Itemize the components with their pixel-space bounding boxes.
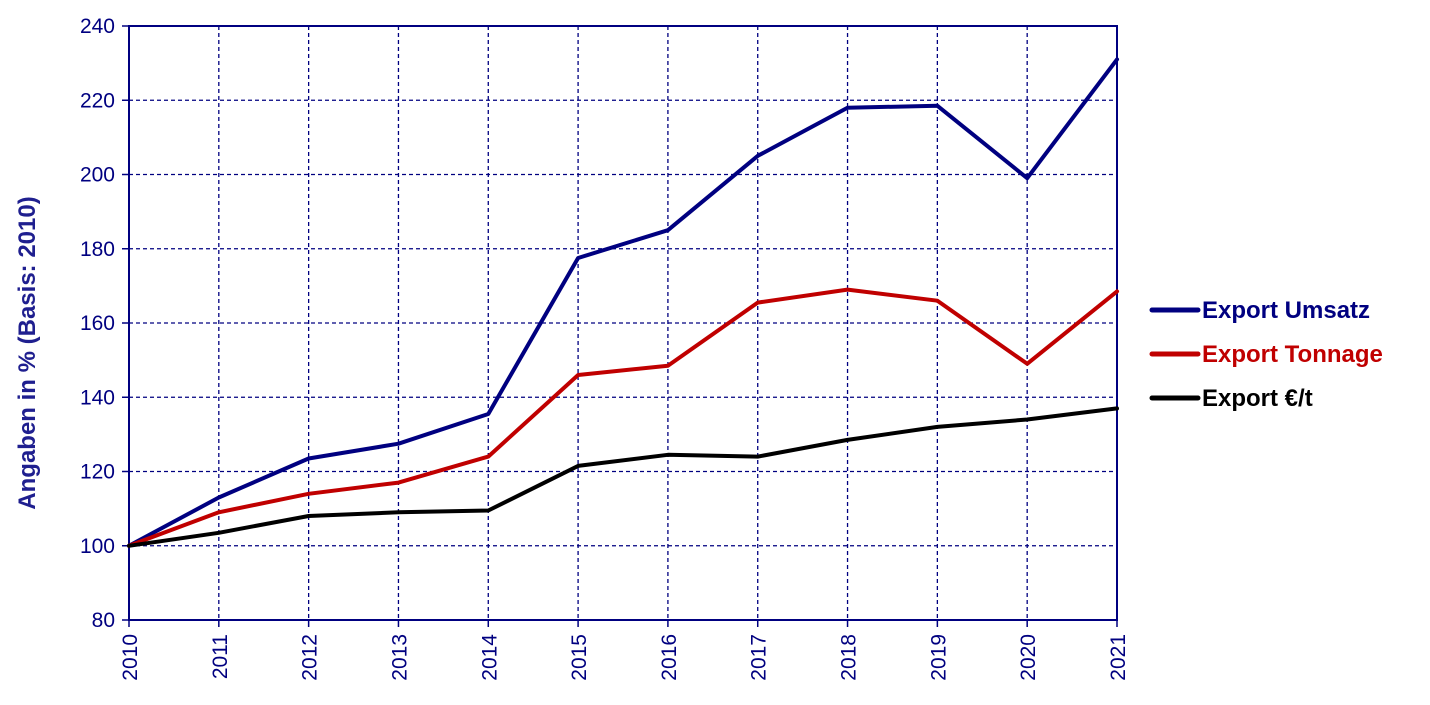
x-tick-label: 2010 (119, 634, 142, 681)
y-tick-label: 200 (80, 164, 115, 187)
x-tick-label: 2018 (838, 634, 861, 681)
legend-label: Export €/t (1202, 385, 1313, 412)
x-tick-label: 2021 (1107, 634, 1130, 681)
y-tick-label: 140 (80, 386, 115, 409)
x-tick-label: 2016 (658, 634, 681, 681)
x-tick-label: 2015 (568, 634, 591, 681)
x-tick-label: 2011 (209, 634, 232, 679)
x-tick-label: 2014 (478, 634, 501, 681)
y-axis-ticks: 80 100 120 140 160 180 200 220 240 (80, 15, 129, 632)
legend-label: Export Umsatz (1202, 297, 1370, 324)
x-tick-label: 2017 (748, 634, 771, 681)
legend: Export Umsatz Export Tonnage Export €/t (1149, 297, 1383, 412)
y-tick-label: 160 (80, 312, 115, 335)
x-tick-label: 2012 (299, 634, 322, 681)
y-tick-label: 180 (80, 238, 115, 261)
y-tick-label: 100 (80, 535, 115, 558)
gridlines (129, 26, 1117, 620)
series-line-3 (127, 406, 1119, 548)
x-axis-ticks: 2010 2011 2012 2013 2014 2015 2016 2017 2018 2019… (119, 620, 1130, 681)
x-tick-label: 2019 (927, 634, 950, 681)
x-tick-label: 2020 (1017, 634, 1040, 681)
y-tick-label: 80 (92, 609, 115, 632)
series-line-2 (127, 287, 1119, 548)
x-tick-label: 2013 (388, 634, 411, 681)
legend-label: Export Tonnage (1202, 341, 1383, 368)
series-line-1 (127, 57, 1119, 548)
y-axis-label: Angaben in % (Basis: 2010) (14, 196, 41, 509)
y-tick-label: 120 (80, 461, 115, 484)
y-tick-label: 220 (80, 89, 115, 112)
y-tick-label: 240 (80, 15, 115, 38)
series-lines (127, 57, 1119, 548)
